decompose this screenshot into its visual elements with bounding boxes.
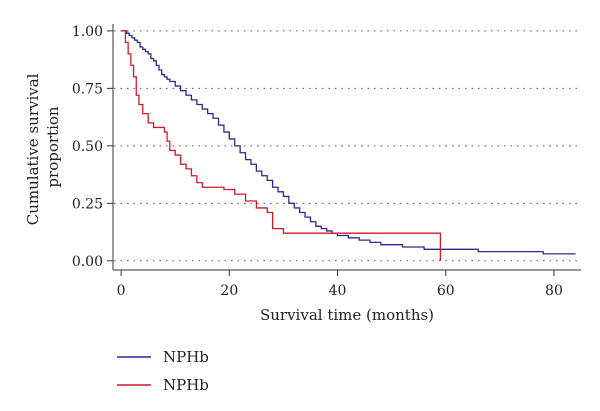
series-line-1	[121, 30, 576, 255]
legend: NPHb NPHb	[117, 348, 209, 394]
y-axis-ticks: 0.00 0.25 0.50 0.75 1.00	[72, 24, 113, 270]
x-tick-label-1: 20	[220, 283, 238, 299]
y-axis-title: Cumulative survival proportion	[24, 69, 62, 226]
y-tick-label-1: 0.25	[72, 196, 103, 212]
series-line-2	[121, 30, 442, 261]
x-tick-label-0: 0	[117, 283, 126, 299]
y-axis-title-line-2: proportion	[44, 106, 62, 187]
series-layer	[121, 30, 576, 261]
legend-label-series-1: NPHb	[163, 348, 209, 366]
x-tick-label-4: 80	[545, 283, 563, 299]
y-tick-label-3: 0.75	[72, 81, 103, 97]
x-axis-ticks: 0 20 40 60 80	[117, 270, 563, 299]
y-tick-label-2: 0.50	[72, 139, 103, 155]
x-tick-label-2: 40	[329, 283, 347, 299]
gridlines	[114, 30, 581, 262]
x-axis-title: Survival time (months)	[260, 306, 434, 324]
x-tick-label-3: 60	[437, 283, 455, 299]
y-tick-label-0: 0.00	[72, 254, 103, 270]
y-axis-title-line-1: Cumulative survival	[24, 73, 42, 225]
y-tick-label-4: 1.00	[72, 24, 103, 40]
plot-frame	[112, 24, 581, 271]
legend-label-series-2: NPHb	[163, 376, 209, 394]
